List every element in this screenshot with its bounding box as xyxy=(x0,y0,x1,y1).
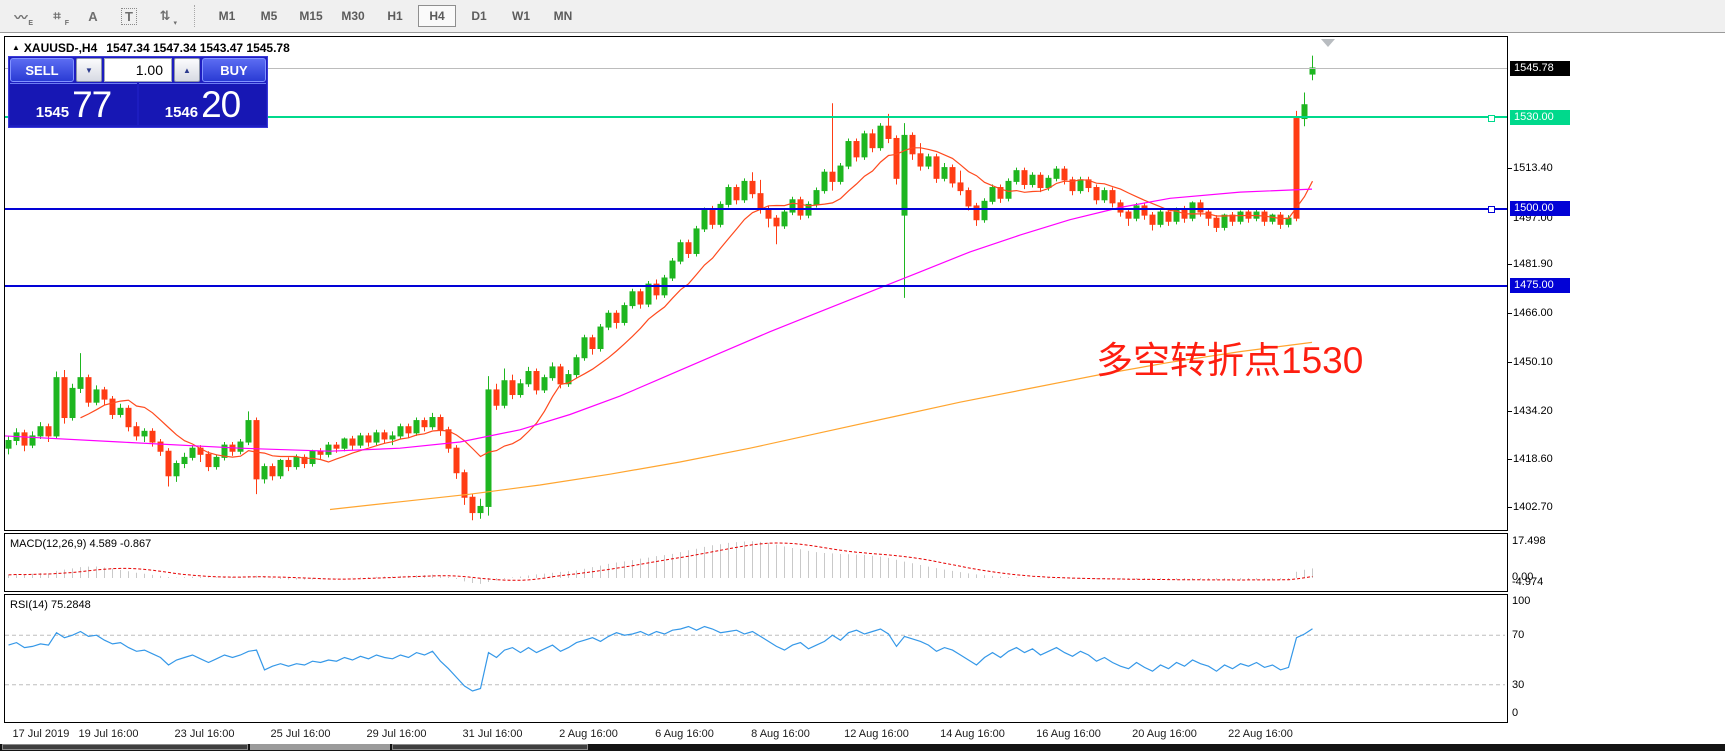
macd-axis-label: -4.974 xyxy=(1512,576,1544,588)
tf-button-H1[interactable]: H1 xyxy=(387,9,403,23)
date-label: 14 Aug 16:00 xyxy=(940,728,1005,740)
tf-button-M1[interactable]: M1 xyxy=(218,9,236,23)
price-axis-label: 1481.90 xyxy=(1513,258,1553,271)
price-axis-label: 1466.00 xyxy=(1513,307,1553,320)
objects-arrange-icon[interactable]: ⇅ ▾ xyxy=(159,8,177,27)
buy-price-display[interactable]: 1546 20 xyxy=(139,83,266,125)
sell-price-small: 1545 xyxy=(35,104,70,121)
axis-tick xyxy=(1507,264,1512,266)
date-label: 16 Aug 16:00 xyxy=(1036,728,1101,740)
toolbar-icon-strip: 〰 E ⌗ F A T ⇅ ▾ xyxy=(0,4,180,28)
volume-decrease-button[interactable]: ▼ xyxy=(76,58,102,82)
symbol-period-label: XAUUSD-,H4 xyxy=(23,41,98,55)
volume-increase-button[interactable]: ▲ xyxy=(174,58,200,82)
tf-button-M15[interactable]: M15 xyxy=(299,9,323,23)
date-label: 2 Aug 16:00 xyxy=(559,728,618,740)
chart-shift-marker-icon[interactable] xyxy=(1321,39,1335,47)
tf-button-M5[interactable]: M5 xyxy=(260,9,278,23)
price-axis-label: 1450.10 xyxy=(1513,356,1553,368)
horizontal-line-1530[interactable] xyxy=(5,116,1507,118)
chart-text-annotation[interactable]: 多空转折点1530 xyxy=(1096,340,1364,381)
date-label: 6 Aug 16:00 xyxy=(655,728,714,740)
price-axis-label: 1475.00 xyxy=(1510,278,1570,294)
tf-button-MN[interactable]: MN xyxy=(553,9,573,23)
timeframe-strip: M1 M5 M15 M30 H1 H4 D1 W1 MN xyxy=(206,5,584,27)
date-label: 12 Aug 16:00 xyxy=(844,728,909,740)
date-label: 8 Aug 16:00 xyxy=(751,728,810,740)
buy-price-big: 20 xyxy=(201,84,241,125)
tf-button-H4[interactable]: H4 xyxy=(418,5,456,27)
date-label: 20 Aug 16:00 xyxy=(1132,728,1197,740)
volume-input[interactable] xyxy=(104,58,172,82)
horizontal-line-1500[interactable] xyxy=(5,207,1507,210)
date-label: 25 Jul 16:00 xyxy=(270,728,331,740)
macd-axis-label: 0.00 xyxy=(1512,571,1534,583)
sell-price-display[interactable]: 1545 77 xyxy=(10,83,137,125)
time-axis[interactable]: 17 Jul 2019 19 Jul 16:00 23 Jul 16:00 25 Ju… xyxy=(4,726,1564,742)
price-axis-label: 1434.20 xyxy=(1513,404,1553,417)
tf-button-D1[interactable]: D1 xyxy=(471,9,487,23)
date-label: 19 Jul 16:00 xyxy=(78,728,139,740)
ohlc-values: 1547.34 1547.34 1543.47 1545.78 xyxy=(106,41,290,55)
date-label: 22 Aug 16:00 xyxy=(1228,728,1293,740)
rsi-pane[interactable] xyxy=(4,594,1508,723)
one-click-trade-panel: SELL ▼ ▲ BUY 1545 77 1546 20 xyxy=(8,56,268,128)
buy-price-small: 1546 xyxy=(164,104,199,121)
main-chart-canvas[interactable] xyxy=(5,37,1505,528)
price-axis-label: 1530.00 xyxy=(1510,109,1570,125)
axis-tick xyxy=(1507,410,1512,412)
toolbar-separator xyxy=(194,5,196,27)
rsi-canvas[interactable] xyxy=(5,595,1505,720)
line-handle[interactable] xyxy=(1488,114,1495,122)
rsi-label: RSI(14) 75.2848 xyxy=(10,599,91,611)
tf-button-M30[interactable]: M30 xyxy=(341,9,365,23)
macd-pane[interactable] xyxy=(4,533,1508,592)
date-label: 23 Jul 16:00 xyxy=(174,728,235,740)
buy-button[interactable]: BUY xyxy=(202,58,266,82)
axis-tick xyxy=(1507,362,1512,363)
date-label: 29 Jul 16:00 xyxy=(366,728,427,740)
rsi-axis-label: 0 xyxy=(1512,707,1519,719)
price-axis-label: 1513.40 xyxy=(1513,161,1553,174)
chart-title: ▲ XAUUSD-,H4 1547.34 1547.34 1543.47 1545.… xyxy=(12,41,290,55)
textbox-icon[interactable]: T xyxy=(114,4,144,28)
axis-tick xyxy=(1507,313,1512,315)
date-label: 31 Jul 16:00 xyxy=(462,728,523,740)
toolbar: 〰 E ⌗ F A T ⇅ ▾ M1 M5 M15 M30 H1 H4 D1 W1 MN xyxy=(0,0,1725,33)
rsi-axis-label: 30 xyxy=(1512,679,1525,691)
grid-icon[interactable]: ⌗ F xyxy=(53,8,69,27)
bottom-window-strip xyxy=(0,744,1725,751)
price-axis-label: 1402.70 xyxy=(1513,501,1553,514)
rsi-axis-label: 100 xyxy=(1512,595,1531,607)
axis-tick xyxy=(1507,167,1512,169)
axis-tick xyxy=(1507,458,1512,460)
label-a-icon[interactable]: A xyxy=(88,8,98,24)
macd-signal-line xyxy=(8,542,1313,581)
one-click-expander-icon[interactable]: ▲ xyxy=(12,43,20,52)
horizontal-line-1545.78[interactable] xyxy=(5,68,1507,70)
indicators-icon[interactable]: 〰 E xyxy=(14,9,33,28)
tf-button-W1[interactable]: W1 xyxy=(512,9,530,23)
rsi-axis-label: 70 xyxy=(1512,629,1525,641)
macd-axis-label: 17.498 xyxy=(1512,535,1546,547)
price-axis-label: 1545.78 xyxy=(1510,61,1570,77)
bottom-strip-segment[interactable] xyxy=(2,744,248,750)
date-label: 17 Jul 2019 xyxy=(12,728,70,740)
macd-label: MACD(12,26,9) 4.589 -0.867 xyxy=(10,538,152,550)
macd-canvas[interactable] xyxy=(5,534,1505,589)
line-handle[interactable] xyxy=(1488,206,1495,214)
horizontal-line-1475[interactable] xyxy=(5,284,1507,287)
axis-tick xyxy=(1507,507,1512,509)
price-axis-label: 1418.60 xyxy=(1513,452,1553,465)
rsi-line xyxy=(8,625,1313,692)
bottom-strip-segment[interactable] xyxy=(250,744,390,750)
price-axis-label: 1500.00 xyxy=(1510,201,1570,217)
bottom-strip-segment[interactable] xyxy=(392,744,588,750)
sell-button[interactable]: SELL xyxy=(10,58,74,82)
sell-price-big: 77 xyxy=(72,84,112,125)
